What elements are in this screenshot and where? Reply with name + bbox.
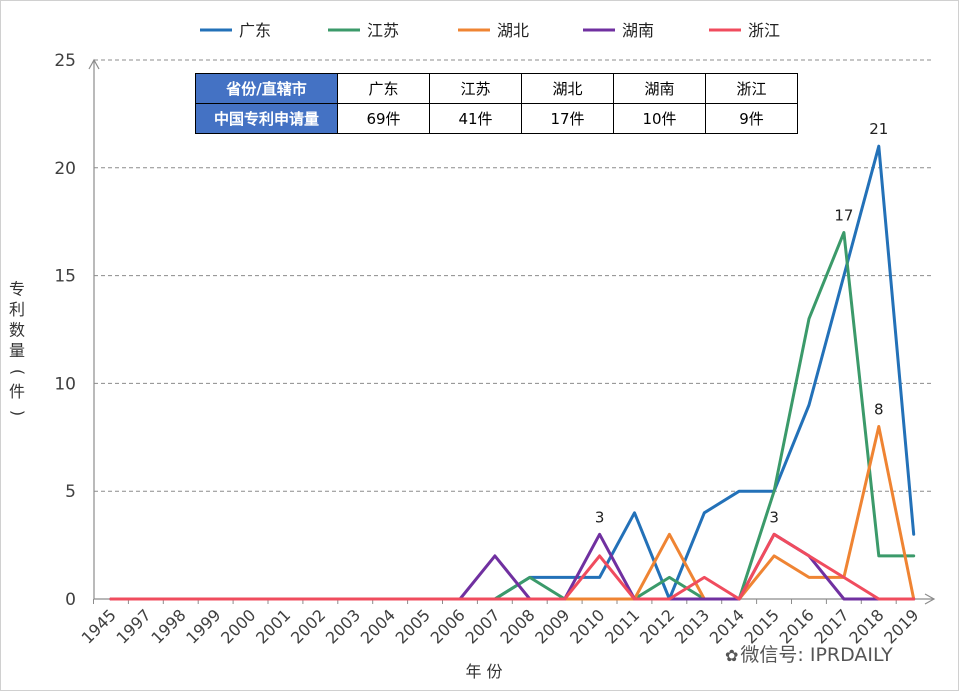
- summary-table: 省份/直辖市 广东 江苏 湖北 湖南 浙江 中国专利申请量 69件 41件 17…: [195, 73, 798, 134]
- x-tick-label: 2002: [287, 605, 329, 647]
- table-col-header: 浙江: [705, 73, 798, 104]
- series-line: [109, 532, 916, 601]
- legend-label: 浙江: [748, 21, 780, 40]
- data-label: 8: [874, 401, 884, 419]
- x-tick-label: 2007: [462, 605, 504, 647]
- y-axis-arrow: [88, 58, 100, 70]
- table-cell: 69件: [337, 103, 430, 134]
- series-line: [109, 231, 916, 601]
- table-col-header: 湖南: [613, 73, 706, 104]
- y-axis-title-char: ): [9, 410, 28, 416]
- x-tick-label: 1999: [182, 605, 224, 647]
- x-axis-title: 年 份: [465, 662, 502, 681]
- x-tick-label: 1945: [78, 605, 120, 647]
- x-tick-label: 1998: [147, 605, 189, 647]
- x-tick-label: 2000: [217, 605, 259, 647]
- x-tick-label: 2011: [601, 605, 643, 647]
- watermark: ✿ 微信号: IPRDAILY: [725, 640, 893, 667]
- table-row: 中国专利申请量 69件 41件 17件 10件 9件: [195, 103, 798, 134]
- grid-lines: [94, 59, 934, 492]
- table-header-row: 省份/直辖市 广东 江苏 湖北 湖南 浙江: [195, 73, 798, 104]
- series-lines: [109, 144, 916, 601]
- table-cell: 9件: [705, 103, 798, 134]
- data-label: 3: [595, 508, 605, 526]
- x-tick-label: 2013: [671, 605, 713, 647]
- y-axis-title-char: 专: [9, 280, 25, 299]
- table-col-header: 江苏: [429, 73, 522, 104]
- data-label: 3: [769, 508, 779, 526]
- table-col-header: 广东: [337, 73, 430, 104]
- watermark-text: 微信号: IPRDAILY: [740, 644, 893, 666]
- y-tick-label: 25: [54, 51, 76, 71]
- x-tick-label: 2008: [496, 605, 538, 647]
- wechat-icon: ✿: [725, 646, 739, 665]
- y-tick-label: 0: [65, 590, 76, 610]
- y-tick-label: 15: [54, 267, 76, 287]
- series-line: [109, 144, 916, 601]
- table-cell: 10件: [613, 103, 706, 134]
- legend: 广东 江苏 湖北 湖南 浙江: [200, 21, 780, 40]
- x-tick-label: 2006: [427, 605, 469, 647]
- y-tick-label: 20: [54, 159, 76, 179]
- data-labels: 21 17 8 3 3: [595, 120, 889, 526]
- x-tick-label: 1997: [113, 605, 155, 647]
- x-tick-label: 2005: [392, 605, 434, 647]
- x-tick-label: 2004: [357, 605, 399, 647]
- table-header-label: 省份/直辖市: [195, 73, 338, 104]
- table-col-header: 湖北: [521, 73, 614, 104]
- x-tick-label: 2009: [531, 605, 573, 647]
- x-tick-label: 2003: [322, 605, 364, 647]
- x-tick-label: 2012: [636, 605, 678, 647]
- y-tick-label: 5: [65, 482, 76, 502]
- y-axis-title-char: 数: [9, 321, 25, 340]
- y-axis-title-char: 利: [9, 300, 25, 319]
- table-cell: 17件: [521, 103, 614, 134]
- x-tick-label: 2001: [252, 605, 294, 647]
- series-line: [109, 425, 916, 601]
- legend-label: 广东: [239, 21, 271, 40]
- y-axis-title-char: 量: [9, 341, 25, 360]
- x-axis-arrow: [924, 593, 936, 605]
- data-label: 17: [834, 206, 853, 224]
- y-axis-title-char: 件: [9, 382, 25, 401]
- x-tick-label: 2010: [566, 605, 608, 647]
- legend-label: 湖南: [622, 21, 654, 40]
- y-axis-title-char: (: [9, 369, 28, 375]
- table-row-label: 中国专利申请量: [195, 103, 338, 134]
- legend-label: 江苏: [367, 21, 399, 40]
- table-cell: 41件: [429, 103, 522, 134]
- data-label: 21: [869, 120, 888, 138]
- y-tick-label: 10: [54, 374, 76, 394]
- legend-label: 湖北: [497, 21, 529, 40]
